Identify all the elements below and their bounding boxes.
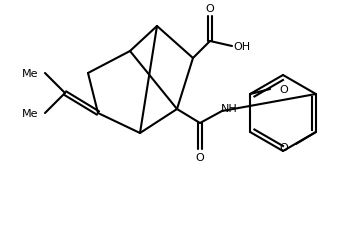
Text: O: O	[206, 4, 214, 14]
Text: O: O	[280, 85, 288, 94]
Text: O: O	[196, 152, 204, 162]
Text: OH: OH	[234, 42, 251, 52]
Text: O: O	[279, 142, 288, 152]
Text: Me: Me	[22, 69, 38, 79]
Text: NH: NH	[221, 103, 238, 113]
Text: Me: Me	[22, 109, 38, 119]
